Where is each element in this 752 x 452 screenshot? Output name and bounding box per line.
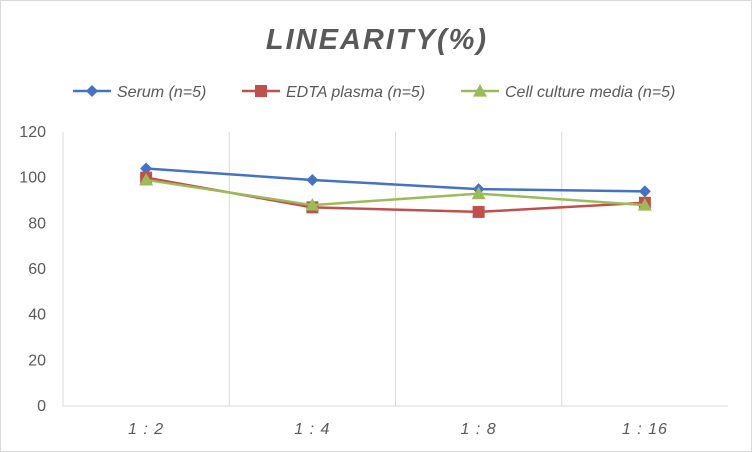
legend-label-edta-plasma-n-5: EDTA plasma (n=5) — [286, 84, 425, 101]
data-point-cell-culture-media-n-5 — [139, 172, 154, 186]
legend-label-cell-culture-media-n-5: Cell culture media (n=5) — [505, 84, 675, 101]
data-point-cell-culture-media-n-5 — [305, 198, 320, 211]
y-tick-label: 20 — [28, 352, 46, 369]
legend-marker-serum-n-5 — [86, 85, 98, 97]
data-point-serum-n-5 — [638, 185, 651, 198]
data-point-cell-culture-media-n-5 — [471, 186, 486, 200]
series-line-cell-culture-media-n-5 — [145, 178, 645, 207]
y-tick-label: 80 — [28, 215, 46, 232]
x-tick-label: 1 : 8 — [461, 421, 497, 438]
legend-label-serum-n-5: Serum (n=5) — [117, 84, 206, 101]
legend-marker-cell-culture-media-n-5 — [473, 84, 487, 97]
y-axis: 0 20 40 60 80 100 120 — [19, 124, 46, 415]
y-tick-label: 100 — [19, 170, 46, 187]
data-point-serum-n-5 — [140, 162, 153, 175]
y-tick-label: 60 — [28, 261, 46, 278]
chart-title: LINEARITY(%) — [266, 24, 488, 56]
grid-lines — [228, 132, 563, 406]
x-tick-label: 1 : 16 — [622, 421, 668, 438]
data-point-edta-plasma-n-5 — [472, 205, 485, 218]
x-axis: 1 : 2 1 : 4 1 : 8 1 : 16 — [128, 421, 668, 438]
data-point-cell-culture-media-n-5 — [637, 198, 652, 211]
legend-item-serum-n-5: Serum (n=5) — [73, 84, 206, 101]
series-line-serum-n-5 — [146, 167, 645, 193]
x-tick-label: 1 : 2 — [128, 421, 164, 438]
series-cell-culture-media-n-5 — [139, 172, 652, 211]
y-tick-label: 0 — [37, 398, 46, 415]
legend: Serum (n=5) EDTA plasma (n=5) Cell culture… — [73, 84, 675, 101]
x-tick-label: 1 : 4 — [294, 421, 330, 438]
legend-marker-edta-plasma-n-5 — [255, 85, 267, 97]
y-tick-label: 120 — [19, 124, 46, 141]
series-layer — [139, 162, 652, 218]
legend-item-cell-culture-media-n-5: Cell culture media (n=5) — [461, 84, 675, 101]
legend-item-edta-plasma-n-5: EDTA plasma (n=5) — [242, 84, 425, 101]
y-tick-label: 40 — [28, 307, 46, 324]
data-point-serum-n-5 — [306, 173, 319, 186]
